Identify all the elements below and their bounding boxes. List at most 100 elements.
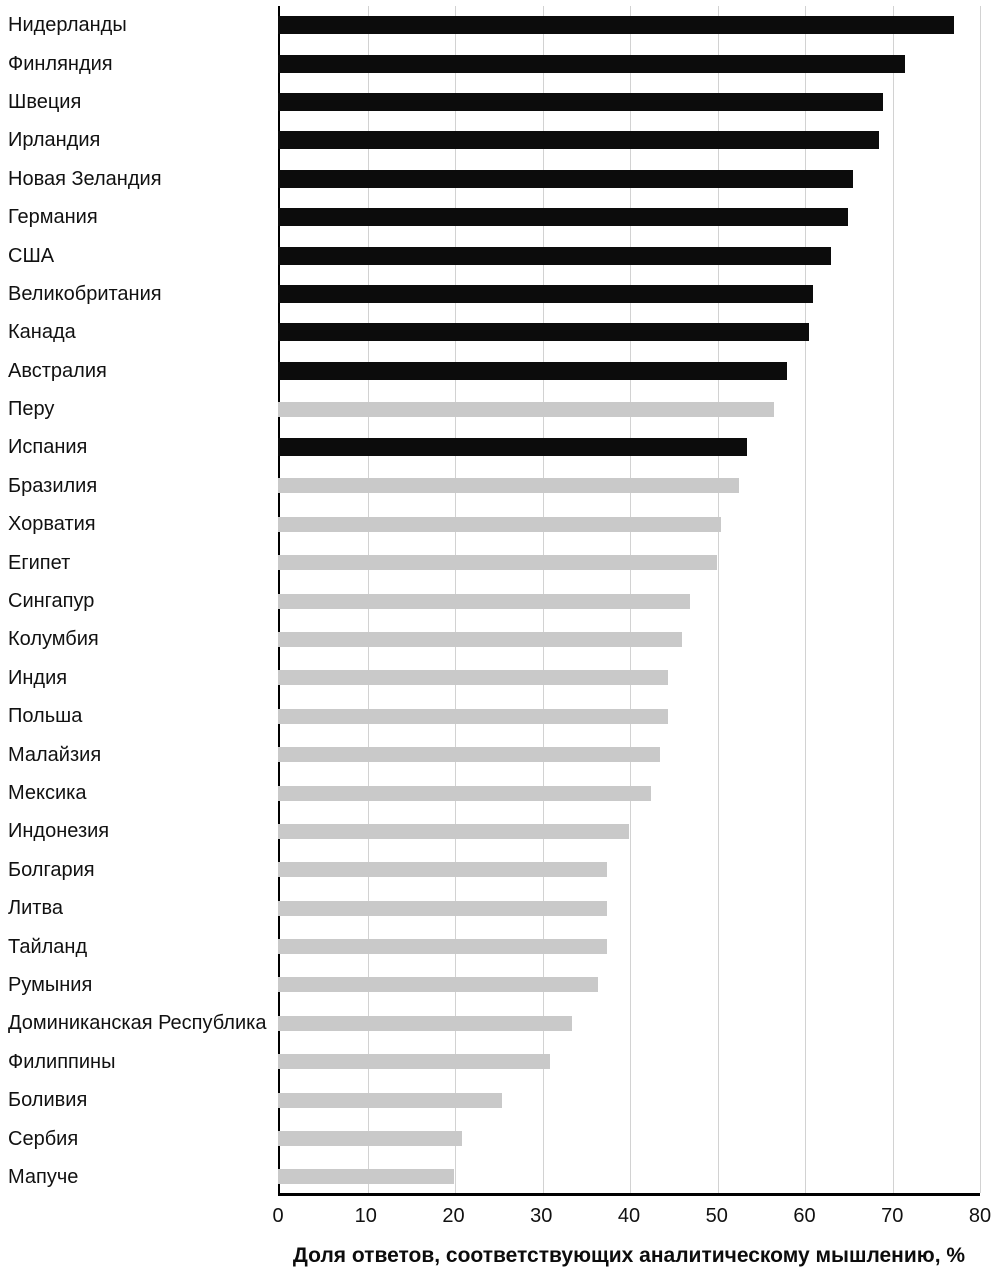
bar-row: Румыния: [0, 966, 1000, 1004]
bar-row: Тайланд: [0, 927, 1000, 965]
country-label: Ирландия: [8, 129, 101, 152]
bar-row: Финляндия: [0, 44, 1000, 82]
country-label: Индия: [8, 666, 68, 689]
gridline: [980, 6, 981, 1194]
bar: [278, 593, 691, 609]
bar: [278, 323, 809, 342]
bar-row: Нидерланды: [0, 6, 1000, 44]
bar: [278, 1015, 572, 1031]
bar-track: [278, 323, 980, 342]
bar: [278, 16, 954, 35]
country-label: Тайланд: [8, 935, 88, 958]
bar-row: Филиппины: [0, 1043, 1000, 1081]
bar-row: Испания: [0, 428, 1000, 466]
bar: [278, 438, 748, 457]
bar-row: Швеция: [0, 83, 1000, 121]
x-tick-label: 60: [793, 1205, 816, 1228]
country-label: Египет: [8, 551, 71, 574]
bar-track: [278, 1169, 980, 1185]
bar: [278, 670, 669, 686]
country-label: Мапуче: [8, 1165, 79, 1188]
bar-row: Новая Зеландия: [0, 160, 1000, 198]
bar-track: [278, 401, 980, 417]
chart-rows: Нидерланды Финляндия Швеция Ирландия Новая З…: [0, 6, 1000, 1196]
country-label: Польша: [8, 705, 83, 728]
bar-row: Доминиканская Республика: [0, 1004, 1000, 1042]
bar: [278, 92, 884, 111]
x-tick-label: 40: [617, 1205, 641, 1228]
bar-row: Польша: [0, 697, 1000, 735]
bar-track: [278, 208, 980, 227]
country-label: Сингапур: [8, 590, 95, 613]
country-label: Литва: [8, 897, 63, 920]
bar-track: [278, 593, 980, 609]
country-label: Бразилия: [8, 474, 98, 497]
country-label: Великобритания: [8, 282, 162, 305]
country-label: Малайзия: [8, 743, 102, 766]
bar-track: [278, 92, 980, 111]
bar: [278, 1054, 551, 1070]
x-tick-label: 10: [354, 1205, 377, 1228]
bar-track: [278, 708, 980, 724]
bar-row: Перу: [0, 390, 1000, 428]
bar-row: Литва: [0, 889, 1000, 927]
bar-track: [278, 747, 980, 763]
bar-track: [278, 361, 980, 380]
bar-row: США: [0, 236, 1000, 274]
bar-track: [278, 1131, 980, 1147]
plot-area: Нидерланды Финляндия Швеция Ирландия Новая З…: [0, 6, 1000, 1197]
bar: [278, 361, 787, 380]
bar: [278, 708, 669, 724]
bar-row: Сербия: [0, 1119, 1000, 1157]
bar-row: Колумбия: [0, 620, 1000, 658]
bar-track: [278, 246, 980, 265]
bar-row: Боливия: [0, 1081, 1000, 1119]
bar-row: Болгария: [0, 851, 1000, 889]
bar-row: Хорватия: [0, 505, 1000, 543]
bar-track: [278, 862, 980, 878]
bar-track: [278, 900, 980, 916]
gridline: [717, 6, 719, 1194]
country-label: Перу: [8, 398, 55, 421]
country-label: Мексика: [8, 782, 87, 804]
bar-row: Германия: [0, 198, 1000, 236]
bar-row: Египет: [0, 543, 1000, 581]
country-label: Финляндия: [8, 52, 113, 75]
country-label: Сербия: [8, 1127, 79, 1150]
country-label: Боливия: [8, 1089, 88, 1112]
bar: [278, 169, 853, 188]
bar-track: [278, 977, 980, 993]
bar-row: Индия: [0, 659, 1000, 697]
country-label: Индонезия: [8, 820, 110, 843]
bar: [278, 131, 880, 150]
x-tick-label: 70: [881, 1205, 904, 1228]
bar: [278, 747, 660, 763]
bar: [278, 1092, 502, 1108]
bar: [278, 1169, 454, 1185]
bar: [278, 1131, 463, 1147]
bar-track: [278, 438, 980, 457]
x-tick-label: 20: [442, 1205, 465, 1228]
country-label: США: [8, 244, 55, 267]
bar-track: [278, 785, 980, 801]
bar-track: [278, 555, 980, 571]
bar-track: [278, 1015, 980, 1031]
x-tick-label: 50: [705, 1205, 728, 1228]
bar-row: Индонезия: [0, 812, 1000, 850]
country-label: Новая Зеландия: [8, 167, 162, 190]
bar-track: [278, 631, 980, 647]
bar: [278, 555, 717, 571]
bar: [278, 900, 608, 916]
x-axis-title: Доля ответов, соответствующих аналитичес…: [292, 1244, 966, 1268]
x-tick-label: 0: [272, 1205, 284, 1228]
bar-row: Мексика: [0, 774, 1000, 812]
x-tick-label: 30: [530, 1205, 553, 1228]
country-label: Канада: [8, 321, 76, 344]
country-label: Испания: [8, 436, 88, 459]
bar: [278, 478, 739, 494]
bar: [278, 516, 722, 532]
bar: [278, 246, 831, 265]
x-axis-tick-labels: 0 10 20 30 40 50 60 70 80: [272, 1196, 991, 1230]
x-tick-label: 80: [968, 1205, 992, 1228]
